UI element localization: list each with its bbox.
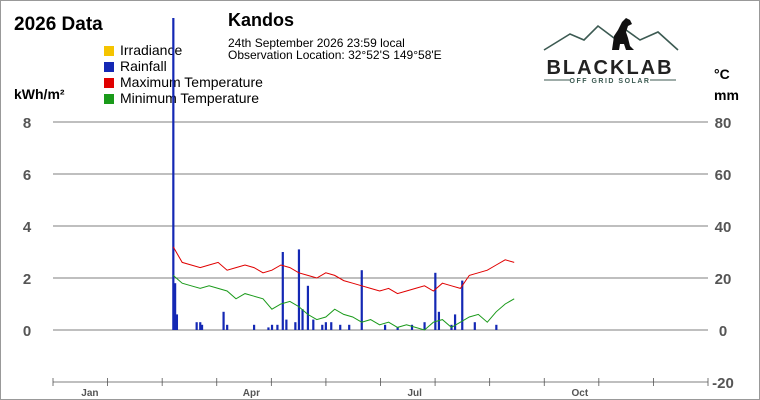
- rainfall-bar: [410, 324, 414, 330]
- y-right-unit-temp: °C: [714, 66, 730, 82]
- rainfall-bar: [294, 322, 297, 330]
- legend-label: Rainfall: [120, 58, 167, 74]
- rainfall-bar: [175, 314, 179, 330]
- legend-label: Minimum Temperature: [120, 90, 260, 106]
- y-left-tick-label: 4: [23, 219, 32, 236]
- rainfall-bar: [174, 283, 177, 330]
- legend-item-rainfall: Rainfall: [104, 58, 167, 74]
- y-right-tick-label: 60: [715, 167, 732, 184]
- rainfall-bar: [339, 324, 342, 330]
- x-tick-label: Jul: [407, 388, 422, 399]
- x-tick-label: Jan: [81, 388, 98, 399]
- rainfall-bar: [321, 324, 324, 330]
- rainfall-bar: [200, 324, 204, 330]
- y-right-tick-label: 80: [715, 115, 732, 132]
- y-right-tick-label: 20: [715, 271, 732, 288]
- rainfall-bar: [453, 314, 457, 330]
- legend-swatch-min-temp: [104, 94, 114, 104]
- y-left-tick-label: 2: [23, 271, 31, 288]
- y-right-tick-label: -20: [712, 375, 734, 392]
- y-left-tick-label: 8: [23, 115, 31, 132]
- blacklab-logo: BLACKLAB OFF GRID SOLAR: [543, 18, 679, 85]
- timestamp: 24th September 2026 23:59 local: [228, 36, 405, 50]
- rainfall-bar: [383, 324, 387, 330]
- dog-silhouette-icon: [612, 18, 634, 50]
- rainfall-bar: [285, 319, 288, 330]
- rainfall-bar: [324, 322, 327, 330]
- rainfall-bar: [226, 324, 229, 330]
- rainfall-bar: [473, 322, 476, 330]
- y-left-tick-label: 0: [23, 323, 31, 340]
- rainfall-bar: [360, 270, 363, 330]
- rainfall-bar: [330, 322, 333, 330]
- x-tick-label: Apr: [243, 388, 260, 399]
- legend-label: Maximum Temperature: [120, 74, 263, 90]
- rainfall-bar: [461, 280, 464, 330]
- rainfall-bar: [199, 322, 202, 330]
- max-temp-line: [172, 246, 515, 295]
- y-right-tick-label: 0: [719, 323, 727, 340]
- legend-label: Irradiance: [120, 42, 183, 58]
- rainfall-bar: [195, 322, 198, 330]
- rainfall-bar: [348, 324, 351, 330]
- observation-location: Observation Location: 32°52'S 149°58'E: [228, 48, 442, 62]
- rainfall-bar: [301, 309, 304, 330]
- legend-item-max-temp: Maximum Temperature: [104, 74, 263, 90]
- rainfall-bar: [306, 285, 310, 330]
- min-temp-line: [172, 275, 515, 331]
- y-right-unit-rain: mm: [714, 87, 739, 103]
- rainfall-bar: [434, 272, 437, 330]
- rainfall-bar: [281, 252, 284, 330]
- rainfall-bar: [252, 324, 256, 330]
- rainfall-bar: [495, 324, 498, 330]
- station-name: Kandos: [228, 10, 295, 30]
- legend-swatch-rainfall: [104, 62, 114, 72]
- legend-swatch-max-temp: [104, 78, 114, 88]
- x-tick-label: Oct: [571, 388, 588, 399]
- page-title: 2026 Data: [14, 14, 103, 35]
- legend-item-irradiance: Irradiance: [104, 42, 182, 58]
- legend-swatch-irradiance: [104, 46, 114, 56]
- y-left-unit: kWh/m²: [14, 86, 65, 102]
- rainfall-bar: [222, 311, 225, 330]
- rainfall-bar: [270, 324, 274, 330]
- rainfall-bar: [276, 324, 279, 330]
- legend-item-min-temp: Minimum Temperature: [104, 90, 259, 106]
- rainfall-bar: [267, 327, 270, 330]
- y-left-tick-label: 6: [23, 167, 31, 184]
- rainfall-bar: [423, 322, 426, 330]
- y-right-tick-label: 40: [715, 219, 732, 236]
- rainfall-bar: [312, 319, 315, 330]
- rainfall-bar: [172, 18, 175, 330]
- logo-wordmark: BLACKLAB: [546, 57, 673, 79]
- rainfall-bar: [396, 327, 399, 330]
- logo-tagline: OFF GRID SOLAR: [570, 78, 651, 85]
- rainfall-bar: [297, 249, 301, 330]
